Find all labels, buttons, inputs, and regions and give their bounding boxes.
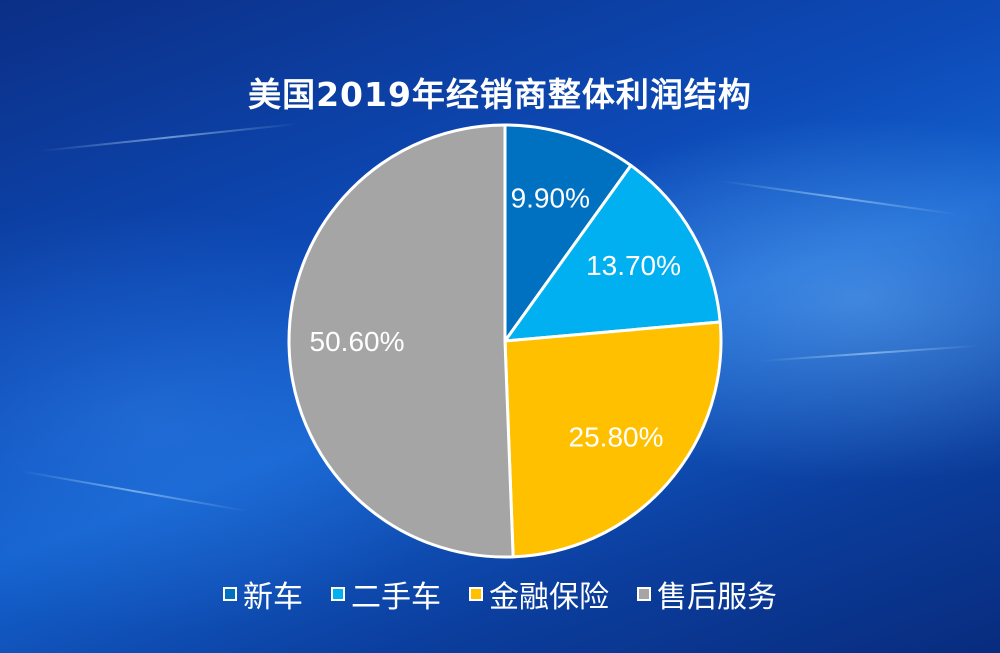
label-after-sales: 50.60% [310,326,405,357]
legend-swatch [223,587,237,601]
legend-item-new-car: 新车 [223,572,303,616]
legend-item-finance-insurance: 金融保险 [469,572,609,616]
slice-new-car [503,123,633,343]
pie-data-labels: 9.90% 13.70% 25.80% 50.60% [310,182,681,452]
legend: 新车 二手车 金融保险 售后服务 [0,572,1000,616]
slice-used-car [503,163,722,343]
slice-finance-insurance [503,320,723,559]
legend-label: 新车 [243,580,303,615]
label-finance-insurance: 25.80% [569,421,664,452]
pie-slices [287,123,723,559]
legend-swatch [469,587,483,601]
legend-item-after-sales: 售后服务 [637,572,777,616]
legend-label: 售后服务 [657,580,777,615]
legend-label: 金融保险 [489,580,609,615]
legend-swatch [331,587,345,601]
slice-after-sales [287,123,515,559]
chart-title: 美国2019年经销商整体利润结构 [248,75,752,114]
label-used-car: 13.70% [586,250,681,281]
legend-swatch [637,587,651,601]
legend-item-used-car: 二手车 [331,572,441,616]
legend-label: 二手车 [351,580,441,615]
label-new-car: 9.90% [511,182,590,213]
